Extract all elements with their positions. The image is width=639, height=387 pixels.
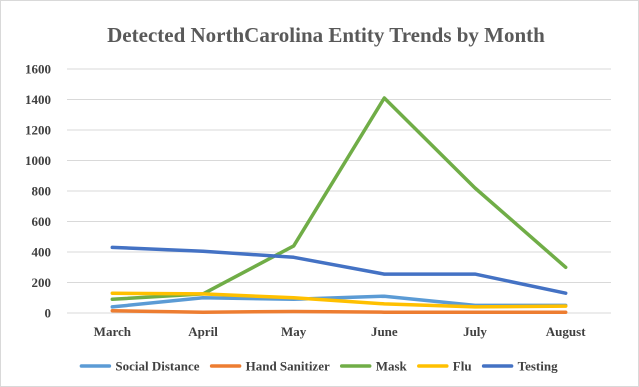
y-tick-label: 1200 [25,123,51,138]
legend-item-mask: Mask [339,359,408,374]
series-line-flu [110,291,568,309]
y-tick-label: 800 [32,184,52,199]
y-tick-label: 200 [32,275,52,290]
series-line-testing [110,245,568,295]
x-tick-label: March [94,324,132,339]
legend-label: Testing [518,359,558,374]
y-tick-label: 1000 [25,153,51,168]
x-tick-label: April [188,324,218,339]
chart-title: Detected NorthCarolina Entity Trends by … [107,23,545,47]
series-lines [110,96,568,314]
gridlines [67,68,611,314]
x-tick-label: August [546,324,586,339]
y-axis: 0 200 400 600 800 1000 1200 1400 1600 [25,62,51,321]
legend-label: Hand Sanitizer [246,359,330,374]
series-line-hand-sanitizer [110,308,568,314]
legend-label: Mask [376,359,408,374]
legend: Social Distance Hand Sanitizer Mask Flu Test… [79,359,558,374]
y-tick-label: 0 [45,306,52,321]
x-tick-label: May [281,324,307,339]
x-tick-label: June [371,324,398,339]
x-tick-label: July [463,324,487,339]
legend-item-testing: Testing [481,359,558,374]
y-tick-label: 600 [32,214,52,229]
legend-item-flu: Flu [417,359,472,374]
y-tick-label: 1600 [25,62,51,77]
legend-item-social-distance: Social Distance [79,359,200,374]
y-tick-label: 400 [32,245,52,260]
series-line-mask [110,96,568,302]
x-axis: March April May June July August [94,324,587,339]
legend-label: Flu [453,359,472,374]
legend-item-hand-sanitizer: Hand Sanitizer [209,359,330,374]
y-tick-label: 1400 [25,92,51,107]
legend-label: Social Distance [115,359,199,374]
